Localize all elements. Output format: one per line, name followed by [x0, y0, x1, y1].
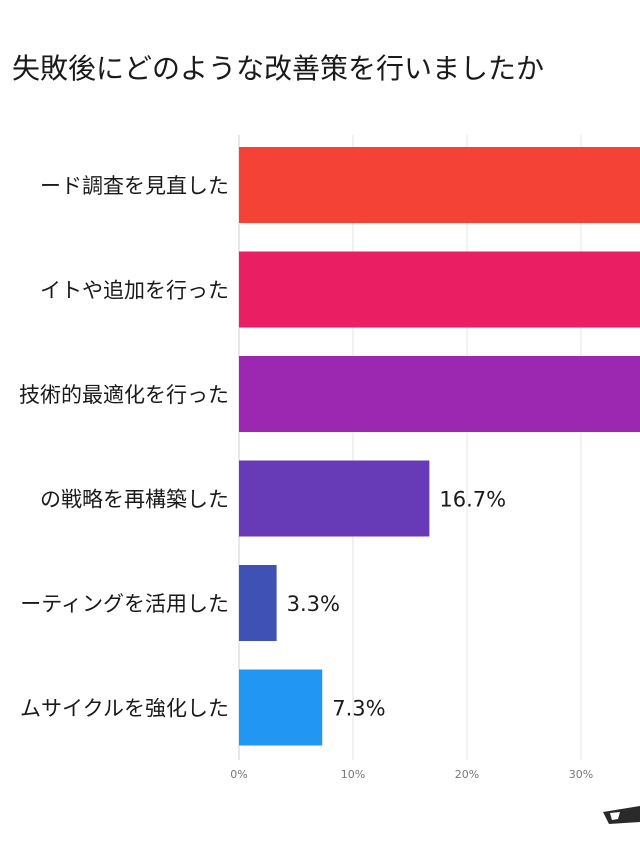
- x-tick-label: 0%: [230, 768, 247, 781]
- data-label: 3.3%: [287, 592, 340, 616]
- category-label: ーティングを活用した: [20, 592, 229, 616]
- bar: [239, 565, 277, 641]
- data-label: 7.3%: [332, 697, 385, 721]
- category-labels: ード調査を見直したイトや追加を行った技術的最適化を行ったの戦略を再構築したーティ…: [19, 174, 229, 721]
- x-tick-label: 10%: [341, 768, 365, 781]
- bar: [239, 147, 640, 223]
- data-label: 16.7%: [439, 488, 506, 512]
- category-label: 技術的最適化を行った: [19, 383, 229, 407]
- chart-title: 失敗後にどのような改善策を行いましたか: [12, 52, 544, 85]
- x-tick-label: 20%: [455, 768, 479, 781]
- category-label: イトや追加を行った: [40, 279, 229, 303]
- logo-mark: [603, 806, 640, 824]
- gridlines: [238, 135, 582, 760]
- category-label: ード調査を見直した: [40, 174, 229, 198]
- category-label: の戦略を再構築した: [40, 488, 229, 512]
- bar: [239, 669, 323, 746]
- bar: [239, 356, 640, 432]
- bar: [239, 460, 430, 537]
- x-tick-label: 30%: [569, 768, 593, 781]
- category-label: ムサイクルを強化した: [20, 697, 229, 721]
- x-axis-ticks: 0% 10% 20% 30%: [230, 768, 593, 781]
- value-labels: 16.7% 3.3% 7.3%: [287, 488, 506, 721]
- bars: [239, 147, 640, 746]
- bar: [239, 251, 640, 328]
